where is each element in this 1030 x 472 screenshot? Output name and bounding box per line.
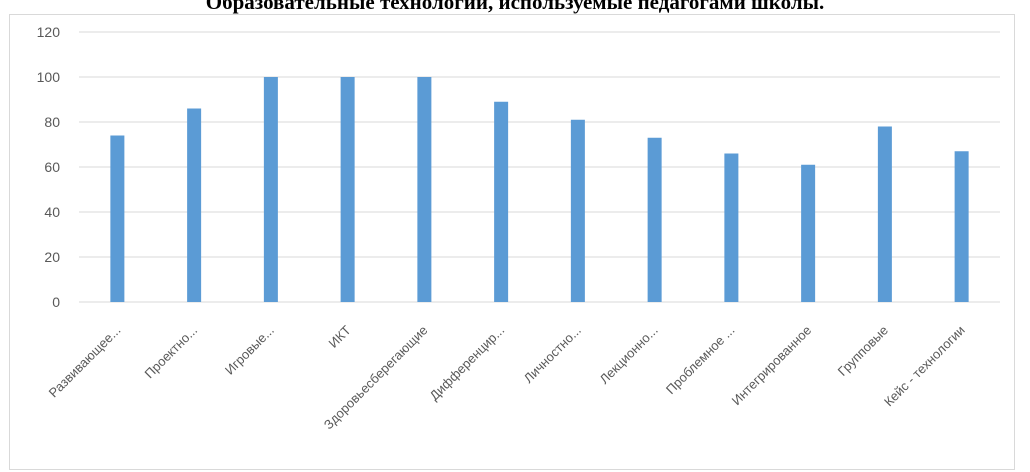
- bar: [417, 77, 432, 302]
- chart-area: [9, 14, 1015, 470]
- x-tick-label: Лекционно...: [597, 323, 661, 387]
- page-title: Образовательные технологии, используемые…: [205, 0, 825, 14]
- y-tick-label: 0: [52, 294, 60, 310]
- x-tick-label: Дифференцир...: [427, 323, 508, 404]
- x-tick-label: Кейс - технологии: [881, 323, 968, 410]
- x-tick-label: Групповые: [835, 323, 891, 379]
- bar: [570, 119, 585, 302]
- bar: [954, 151, 969, 302]
- bar: [647, 137, 662, 302]
- bar: [110, 135, 125, 302]
- y-tick-label: 20: [44, 249, 60, 265]
- x-tick-label: ИКТ: [326, 322, 354, 350]
- bar: [187, 108, 202, 302]
- x-tick-label: Проектно...: [142, 323, 201, 382]
- x-tick-label: Развивающее...: [46, 323, 124, 401]
- y-tick-label: 120: [37, 24, 61, 40]
- bar: [340, 77, 355, 302]
- bar: [877, 126, 892, 302]
- x-tick-label: Интегрированное: [729, 323, 815, 409]
- x-tick-label: Игровые...: [222, 323, 277, 378]
- bar: [801, 164, 816, 302]
- x-tick-label: Личностно...: [521, 323, 584, 386]
- y-tick-label: 100: [37, 69, 61, 85]
- y-tick-label: 60: [44, 159, 60, 175]
- bar: [724, 153, 739, 302]
- bar: [263, 77, 278, 302]
- bar: [494, 101, 509, 302]
- y-tick-label: 40: [44, 204, 60, 220]
- x-tick-label: Проблемное ...: [663, 323, 738, 398]
- y-tick-label: 80: [44, 114, 60, 130]
